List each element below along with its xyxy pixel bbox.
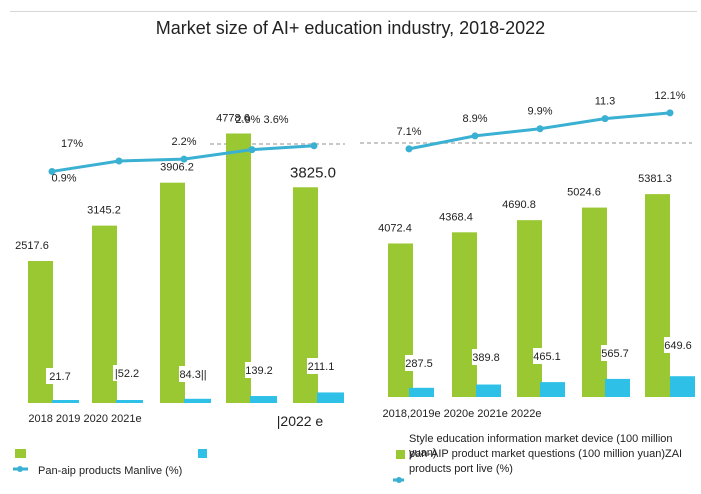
line-point xyxy=(116,158,123,165)
line-point xyxy=(472,132,479,139)
legend-left-line-marker xyxy=(13,466,28,472)
line-value-label: 12.1% xyxy=(654,90,685,102)
line-point xyxy=(537,125,544,132)
bar-value-label: 287.5 xyxy=(405,358,433,370)
bar-market-size xyxy=(582,208,607,397)
bar-market-size xyxy=(517,220,542,397)
bar-value-label: 5381.3 xyxy=(638,173,672,185)
line-point xyxy=(406,145,413,152)
legend-right-label-3: products port live (%) xyxy=(409,462,513,476)
bar-market-size xyxy=(388,243,413,397)
bar-pan-aip xyxy=(184,399,211,403)
bar-value-label: 465.1 xyxy=(533,351,561,363)
bar-market-size xyxy=(645,194,670,397)
bar-value-label: 4368.4 xyxy=(439,211,473,223)
line-top-label: 2.9% 3.6% xyxy=(235,114,288,126)
legend-right-green-swatch xyxy=(396,450,405,459)
bar-value-label: 4690.8 xyxy=(502,199,536,211)
x-axis-label: 2018 2019 2020 2021e xyxy=(28,413,141,425)
line-point xyxy=(311,142,318,149)
line-top-label: 17% xyxy=(61,138,83,150)
line-value-label: 0.9% xyxy=(51,172,76,184)
line-value-label: 9.9% xyxy=(527,106,552,118)
legend-right-line-marker xyxy=(393,477,404,483)
line-value-label: 11.3 xyxy=(595,96,616,108)
bar-value-label: 5024.6 xyxy=(567,187,601,199)
bar-market-size xyxy=(452,232,477,397)
bar-pan-aip xyxy=(670,376,695,397)
bar-pan-aip xyxy=(116,400,143,403)
line-value-label: 8.9% xyxy=(462,113,487,125)
x-axis-label-2022: |2022 e xyxy=(277,413,324,429)
bar-value-label: 3145.2 xyxy=(87,205,121,217)
bar-value-label: 649.6 xyxy=(664,340,692,352)
bar-value-label: 3906.2 xyxy=(160,162,194,174)
bar-value-label: 21.7 xyxy=(49,371,70,383)
x-axis-label: 2018,2019e 2020e 2021e 2022e xyxy=(382,408,541,420)
line-point xyxy=(667,109,674,116)
right-chart: 4072.4 4368.4 4690.8 5024.6 5381.3 287.5 389.8… xyxy=(360,90,695,420)
bar-value-label: 4072.4 xyxy=(378,222,412,234)
bar-pan-aip xyxy=(52,400,79,403)
bar-value-label: |52.2 xyxy=(115,368,139,380)
legend-right-label-2: pan-AIP product market questions (100 mi… xyxy=(409,447,682,461)
bar-pan-aip xyxy=(476,385,501,397)
bar-value-label: 389.8 xyxy=(472,352,500,364)
bar-pan-aip xyxy=(540,382,565,397)
bar-value-label: 139.2 xyxy=(245,365,273,377)
bar-value-label: 565.7 xyxy=(601,348,629,360)
legend-blue-swatch xyxy=(198,449,207,458)
bar-value-label: 3825.0 xyxy=(290,164,336,181)
line-point xyxy=(181,156,188,163)
bar-value-label: 2517.6 xyxy=(15,240,49,252)
line-point xyxy=(602,115,609,122)
line-value-label: 7.1% xyxy=(396,126,421,138)
bar-pan-aip xyxy=(409,388,434,397)
bar-value-label: 84.3|| xyxy=(179,369,206,381)
line-point xyxy=(249,146,256,153)
legend-green-swatch xyxy=(15,449,26,458)
line-value-label: 2.2% xyxy=(171,136,196,148)
bar-value-label: 211.1 xyxy=(308,361,335,373)
bar-pan-aip xyxy=(317,392,344,403)
legend-left-line-label: Pan-aip products Manlive (%) xyxy=(38,464,182,478)
bar-pan-aip xyxy=(605,379,630,397)
bar-pan-aip xyxy=(250,396,277,403)
